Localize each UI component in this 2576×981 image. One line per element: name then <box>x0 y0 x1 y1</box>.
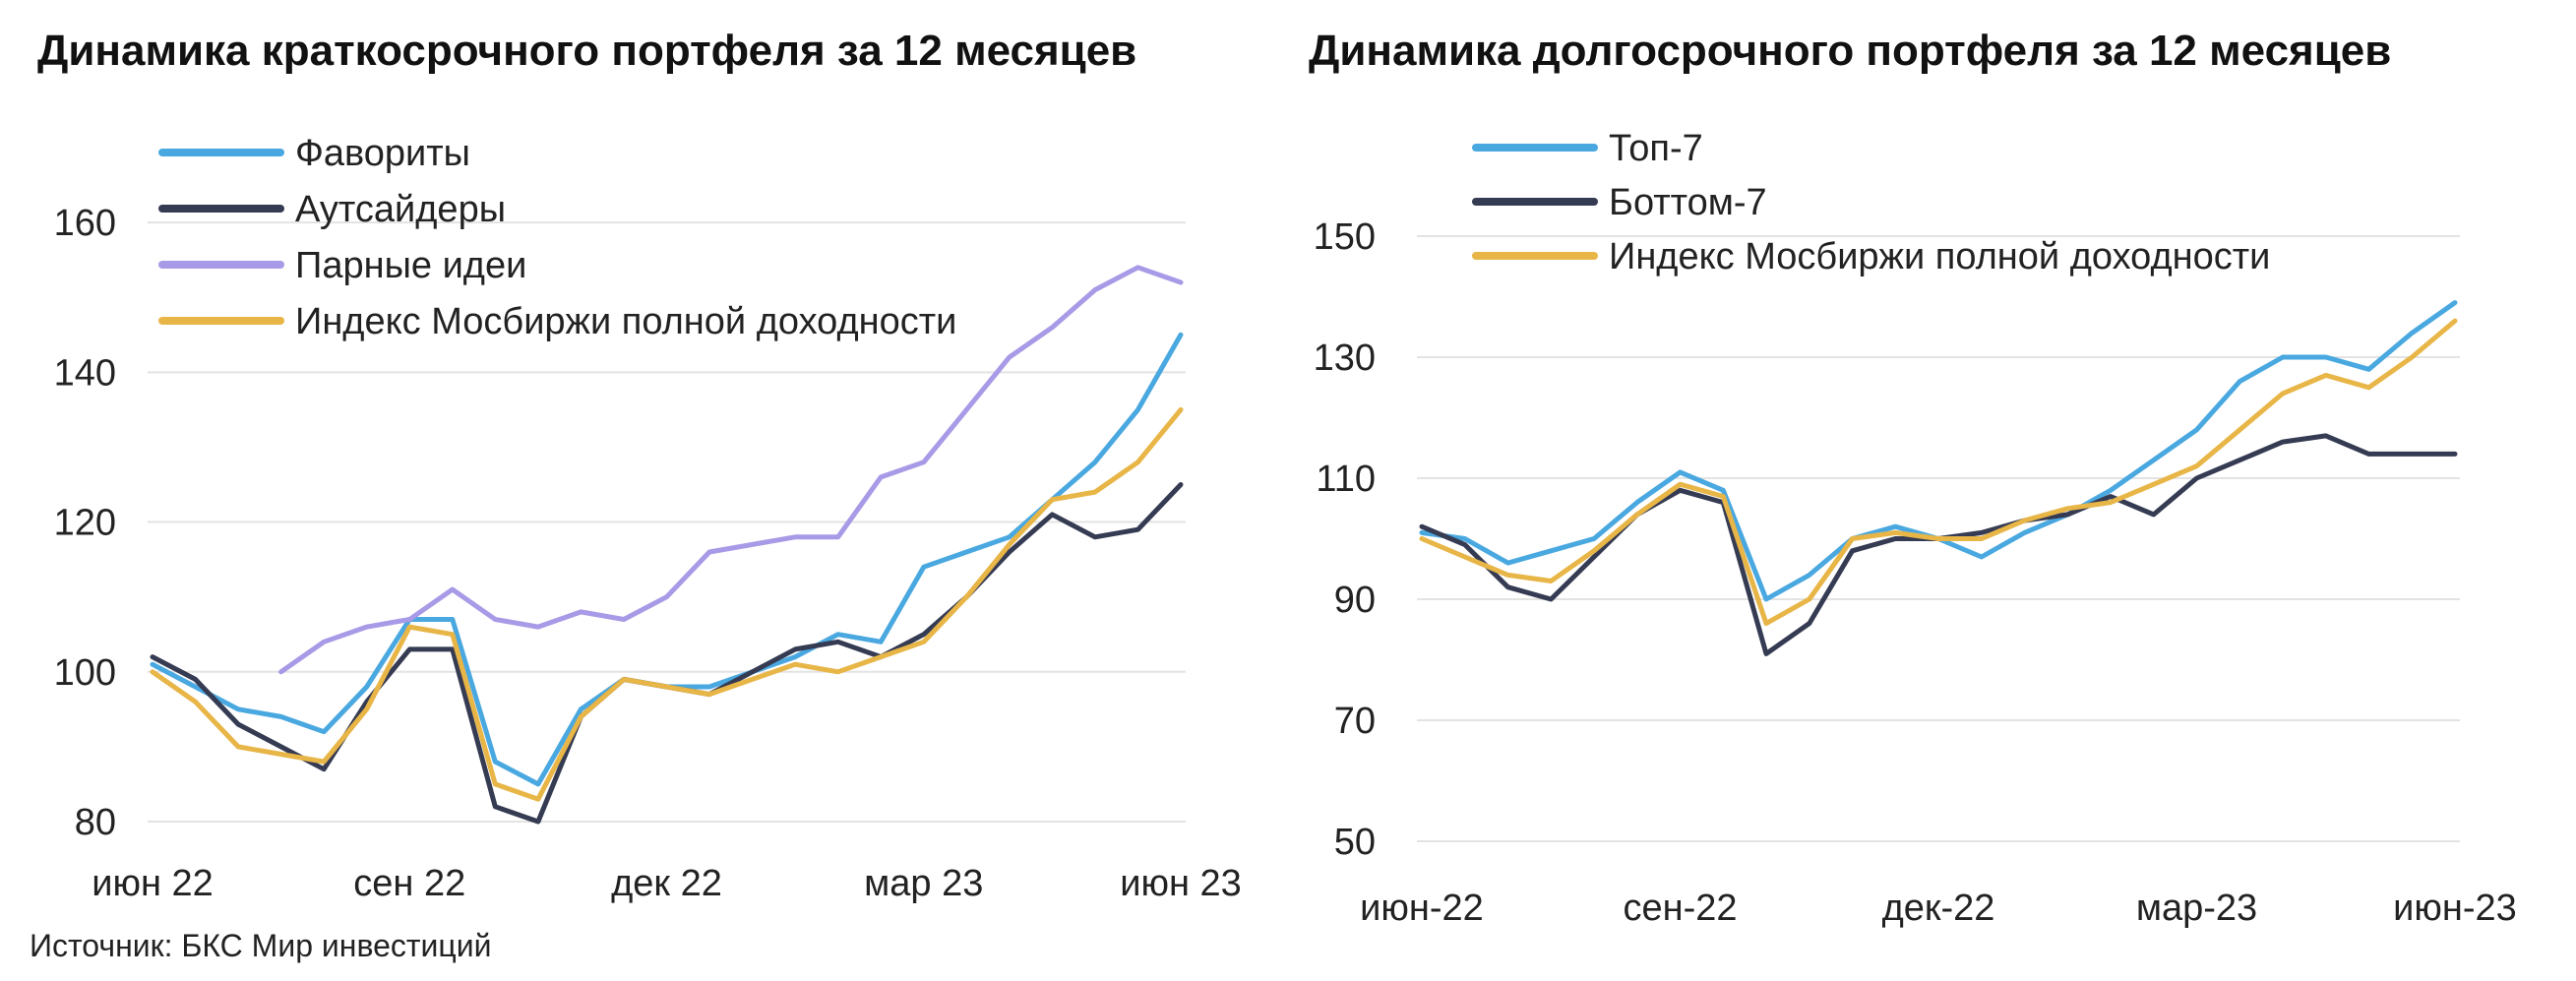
y-tick-label: 50 <box>1334 822 1376 863</box>
y-tick-label: 150 <box>1314 216 1376 258</box>
series-line-0 <box>150 332 1184 787</box>
legend-label: Топ-7 <box>1609 128 1703 169</box>
grid <box>1417 235 2460 842</box>
y-tick-label: 80 <box>75 802 116 843</box>
legend: Топ-7 Боттом-7 Индекс Мосбиржи полной дохо… <box>1472 128 2270 277</box>
series-line-2 <box>278 265 1184 675</box>
y-tick-label: 160 <box>54 203 116 244</box>
y-tick-label: 70 <box>1334 701 1376 742</box>
legend-label: Фавориты <box>295 133 470 174</box>
source-note: Источник: БКС Мир инвестиций <box>30 928 491 963</box>
legend: Фавориты Аутсайдеры Парные идеи Индекс Мосб… <box>158 133 956 342</box>
x-tick-label: дек 22 <box>611 863 722 904</box>
series-line-3 <box>150 406 1184 802</box>
x-tick-label: июн-22 <box>1360 888 1484 929</box>
legend-label: Парные идеи <box>295 245 526 286</box>
y-tick-label: 120 <box>54 503 116 544</box>
y-axis: 50 70 90 110 130 150 <box>1314 216 1376 863</box>
legend-label: Боттом-7 <box>1609 182 1767 223</box>
x-tick-label: июн 23 <box>1120 863 1242 904</box>
long-term-chart: Динамика долгосрочного портфеля за 12 ме… <box>1309 27 2517 929</box>
grid <box>148 221 1186 823</box>
y-axis: 80 100 120 140 160 <box>54 203 116 843</box>
y-tick-label: 100 <box>54 652 116 694</box>
x-tick-label: сен-22 <box>1623 888 1737 929</box>
y-tick-label: 140 <box>54 352 116 394</box>
y-tick-label: 90 <box>1334 580 1376 621</box>
x-axis: июн-22 сен-22 дек-22 мар-23 июн-23 <box>1360 888 2517 929</box>
series-line-2 <box>1419 318 2458 627</box>
legend-label: Аутсайдеры <box>295 189 506 230</box>
x-tick-label: дек-22 <box>1882 888 1995 929</box>
legend-label: Индекс Мосбиржи полной доходности <box>295 301 956 342</box>
x-tick-label: июн 22 <box>92 863 214 904</box>
chart-title: Динамика краткосрочного портфеля за 12 м… <box>37 27 1136 75</box>
y-tick-label: 130 <box>1314 337 1376 379</box>
x-tick-label: сен 22 <box>353 863 465 904</box>
x-axis: июн 22 сен 22 дек 22 мар 23 июн 23 <box>92 863 1242 904</box>
x-tick-label: мар-23 <box>2136 888 2257 929</box>
chart-title: Динамика долгосрочного портфеля за 12 ме… <box>1309 27 2391 75</box>
y-tick-label: 110 <box>1316 459 1376 500</box>
legend-label: Индекс Мосбиржи полной доходности <box>1609 236 2270 277</box>
x-tick-label: июн-23 <box>2393 888 2517 929</box>
series-lines <box>1419 300 2458 656</box>
x-tick-label: мар 23 <box>864 863 983 904</box>
series-lines <box>150 265 1184 825</box>
series-line-0 <box>1419 300 2458 602</box>
short-term-chart: Динамика краткосрочного портфеля за 12 м… <box>30 27 1242 963</box>
